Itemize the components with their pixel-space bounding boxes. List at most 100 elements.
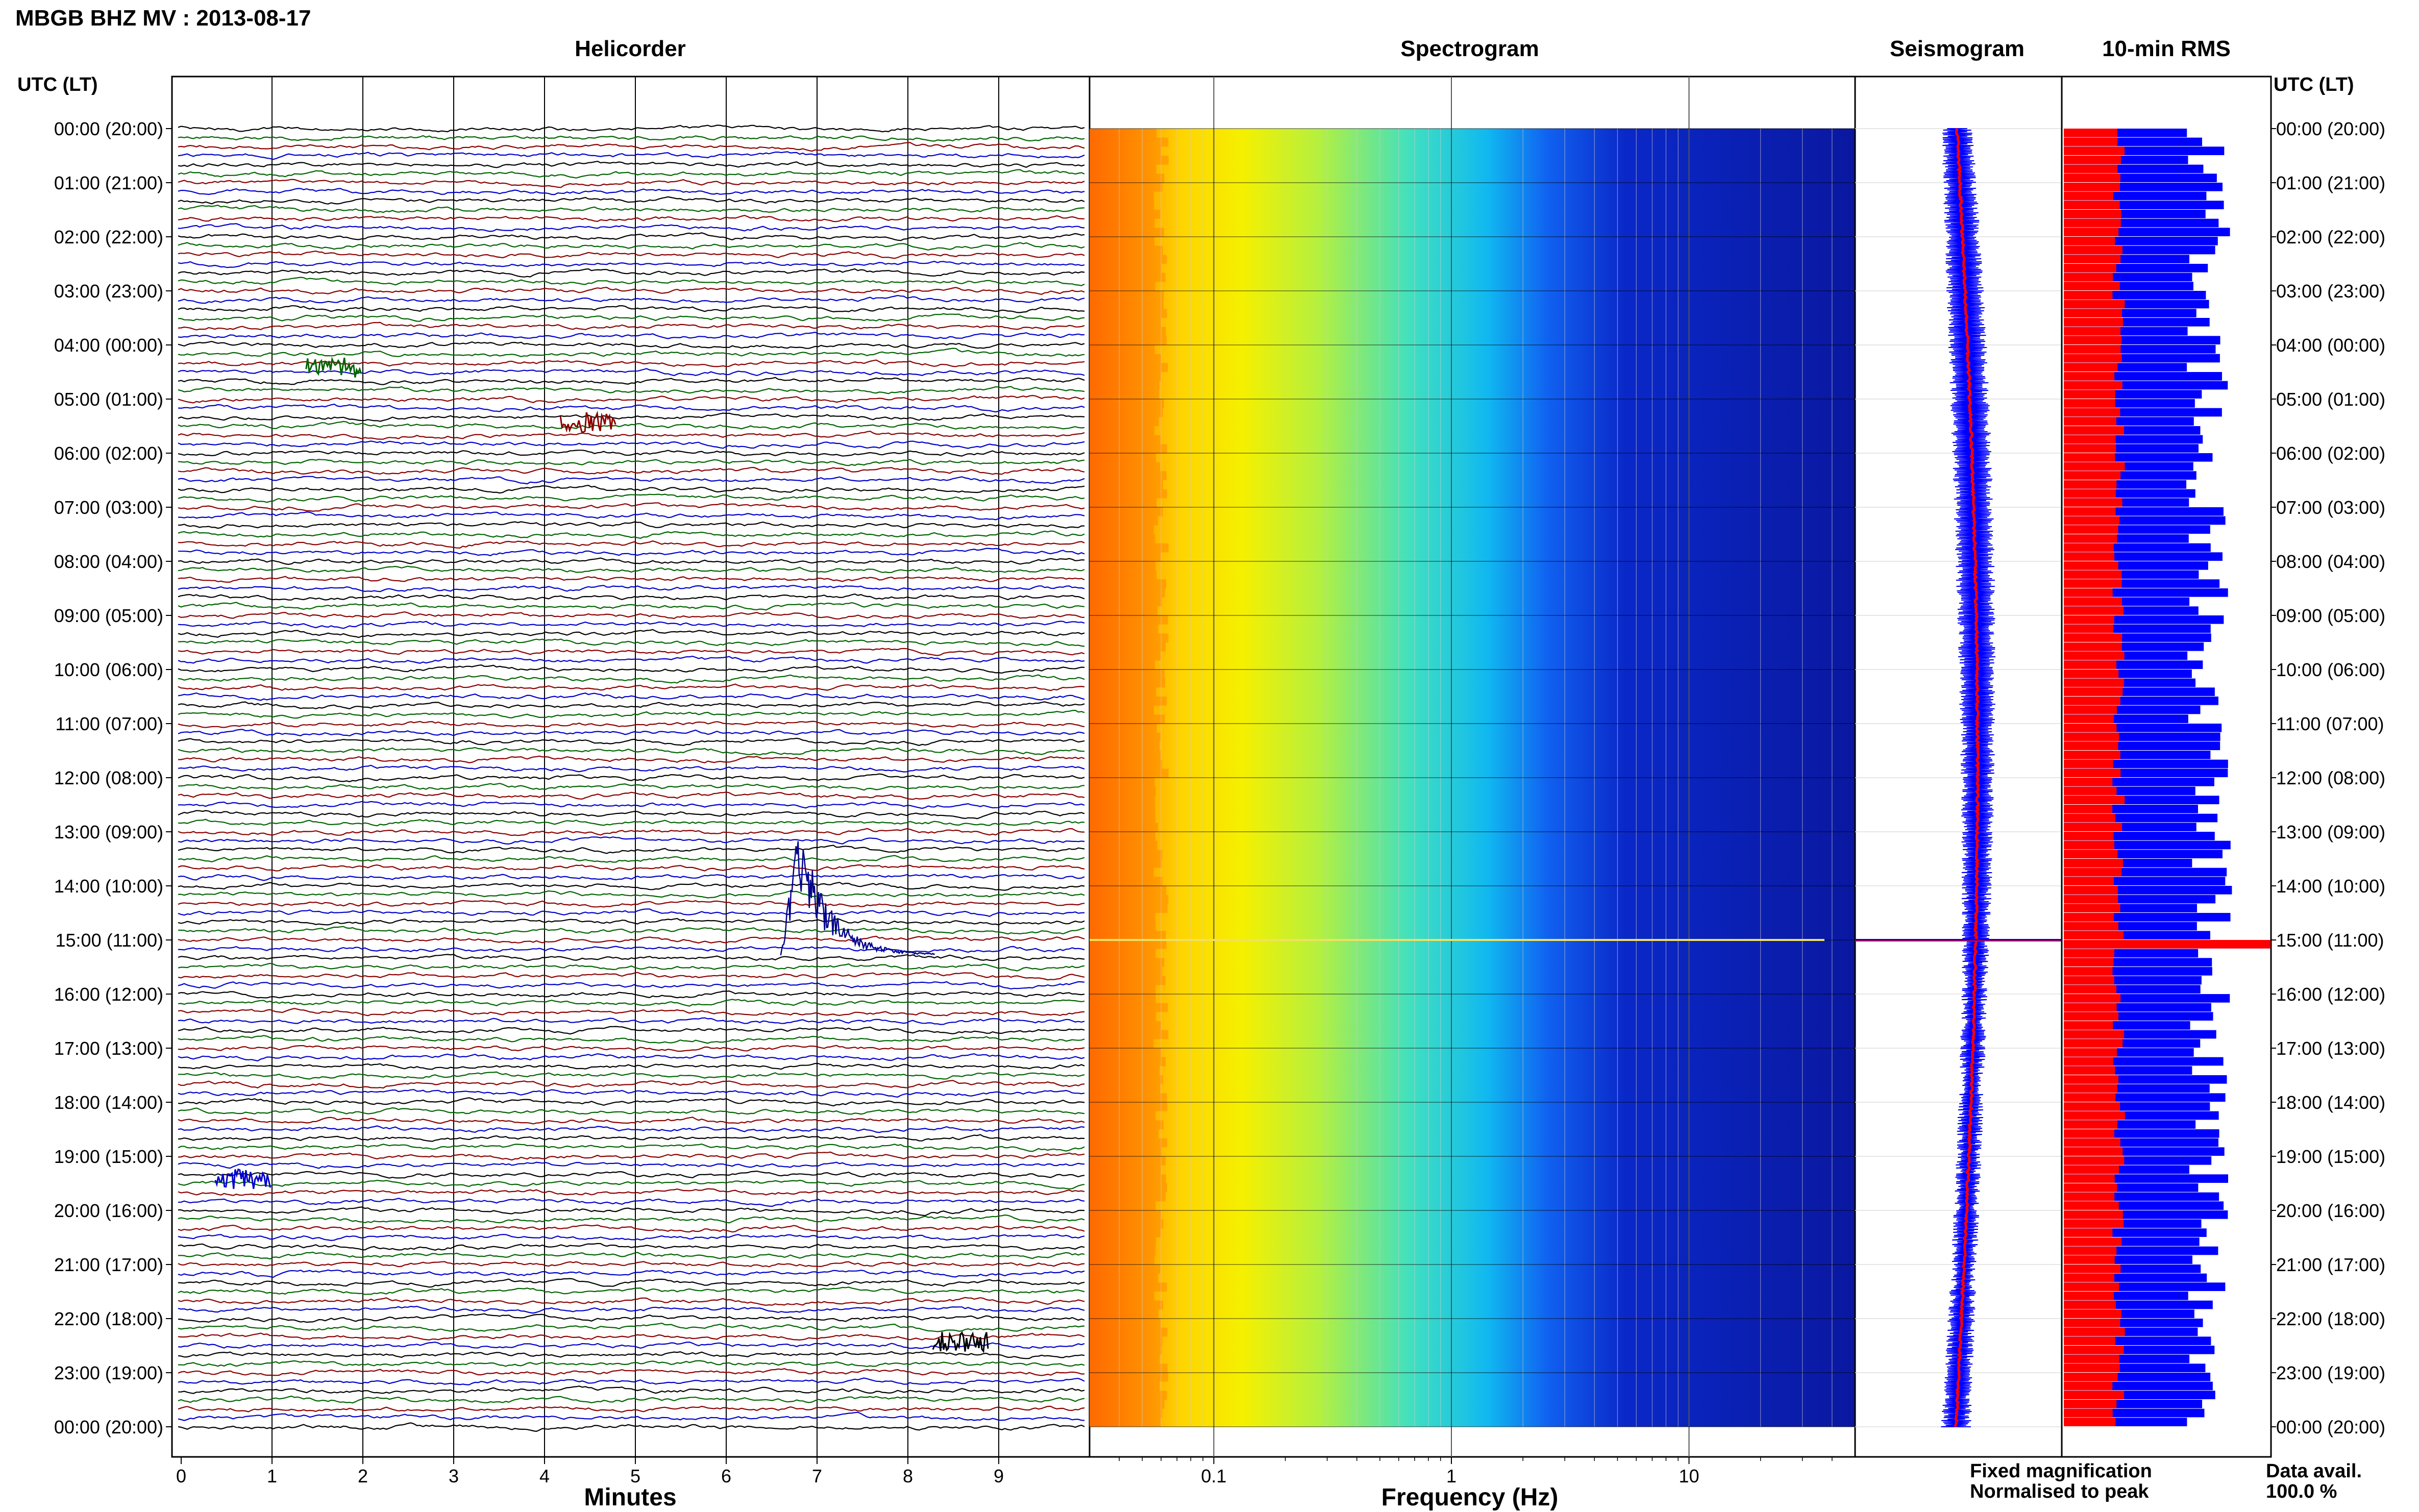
spectrogram-row-texture [1090,1336,1163,1346]
helicorder-trace [178,565,1085,574]
rms-bar-normalised [2064,633,2122,642]
spectrogram-row-texture [1090,1373,1169,1382]
helicorder-trace [178,1017,1085,1025]
helicorder-trace [178,638,1085,647]
rms-bar-normalised [2064,1084,2117,1093]
helicorder-trace [178,864,1085,872]
spectrogram-row-texture [1090,1228,1161,1237]
rms-bar-normalised [2064,1354,2119,1364]
spectrogram-row-texture [1090,1030,1169,1039]
rms-bar-normalised [2064,1201,2119,1210]
spectrogram-row-texture [1090,372,1161,381]
rms-bar-normalised [2064,624,2114,633]
rms-bar-normalised [2064,922,2118,931]
minute-tick-label: 7 [812,1466,822,1486]
spectrogram-row-texture [1090,1129,1159,1138]
helicorder-trace [178,602,1085,611]
spectrogram-row-texture [1090,615,1168,625]
helicorder-trace [178,908,1085,917]
helicorder-trace [178,420,1085,430]
minute-tick-label: 6 [721,1466,731,1486]
rms-bar-normalised [2064,191,2113,201]
rms-bar-normalised [2064,805,2113,813]
spectrogram-row-texture [1090,173,1165,183]
helicorder-trace [178,287,1085,295]
spectrogram-row-texture [1090,949,1156,958]
spectrogram-row-texture [1090,1192,1166,1202]
rms-bar-normalised [2064,985,2116,994]
spectrogram-row-texture [1090,850,1163,859]
spectrogram-row-texture [1090,778,1155,787]
helicorder-trace [178,1179,1085,1189]
helicorder-trace [178,223,1085,232]
helicorder-trace [178,981,1085,990]
helicorder-trace [178,1243,1085,1251]
spectrogram-row-texture [1090,714,1165,724]
spectrogram-row-texture [1090,1309,1159,1319]
spectrogram-row-texture [1090,1174,1166,1183]
rms-bar-normalised [2064,1030,2124,1039]
spectrogram-row-texture [1090,651,1161,661]
minor-disturbance [932,1331,989,1353]
helicorder-trace [178,331,1085,339]
spectrogram-row-texture [1090,606,1158,615]
spectrogram-row-texture [1090,210,1161,219]
row-label-left: 19:00 (15:00) [54,1146,163,1167]
spectrogram-row-texture [1090,1408,1163,1418]
spectrogram-row-texture [1090,318,1162,327]
rms-bar-normalised [2064,525,2118,534]
minutes-axis-label: Minutes [584,1484,676,1511]
rms-bar-normalised [2064,1273,2114,1282]
helicorder-trace [178,1251,1085,1260]
helicorder-trace [178,135,1085,142]
row-label-left: 20:00 (16:00) [54,1200,163,1221]
helicorder-trace [178,629,1085,638]
spectrogram-row-texture [1090,1039,1154,1048]
minor-disturbance [305,356,362,378]
helicorder-trace [178,737,1085,747]
rms-bar-normalised [2064,390,2115,399]
helicorder-trace [178,250,1085,259]
rms-bar-normalised [2064,318,2123,327]
helicorder-trace [178,1053,1085,1062]
helicorder-trace [178,1278,1085,1288]
spectrogram-row-texture [1090,417,1159,426]
spectrogram-row-texture [1090,272,1166,282]
spectrogram-row-texture [1090,336,1167,345]
rms-bar-normalised [2064,218,2121,228]
rms-bar-normalised [2064,832,2114,840]
helicorder-trace [178,701,1085,710]
helicorder-trace [178,926,1085,935]
rms-bar-normalised [2064,1408,2113,1418]
spectrogram-row-texture [1090,363,1168,372]
rms-bar-normalised [2064,327,2121,336]
row-label-right: 01:00 (21:00) [2276,172,2385,193]
minute-tick-label: 9 [994,1466,1004,1486]
frequency-tick-label: 1 [1446,1466,1457,1486]
rms-bar-normalised [2064,1265,2121,1273]
rms-bar-normalised [2064,958,2114,966]
helicorder-trace [178,1405,1085,1413]
helicorder-trace [178,521,1084,529]
helicorder-trace [178,810,1085,820]
row-label-right: 07:00 (03:00) [2276,497,2385,518]
legend-fixed-magnification: Fixed magnification [1970,1460,2152,1482]
rms-bar-normalised [2064,1327,2125,1336]
rms-bar-normalised [2064,489,2116,498]
spectrogram-row-texture [1090,922,1156,931]
spectrogram-row-texture [1090,291,1164,300]
rms-bar-normalised [2064,931,2124,939]
helicorder-trace [178,918,1085,926]
rms-bar-normalised [2064,796,2125,804]
helicorder-trace [178,845,1085,854]
spectrogram-row-texture [1090,976,1166,985]
helicorder-trace [178,548,1085,557]
spectrogram-row-texture [1090,751,1161,760]
row-label-left: 08:00 (04:00) [54,551,163,572]
row-label-right: 20:00 (16:00) [2276,1200,2385,1221]
spectrogram-row-texture [1090,1346,1162,1355]
helicorder-trace [178,466,1085,475]
rms-bar-normalised [2064,570,2122,579]
rms-title: 10-min RMS [2102,36,2231,61]
helicorder-trace [178,205,1085,213]
